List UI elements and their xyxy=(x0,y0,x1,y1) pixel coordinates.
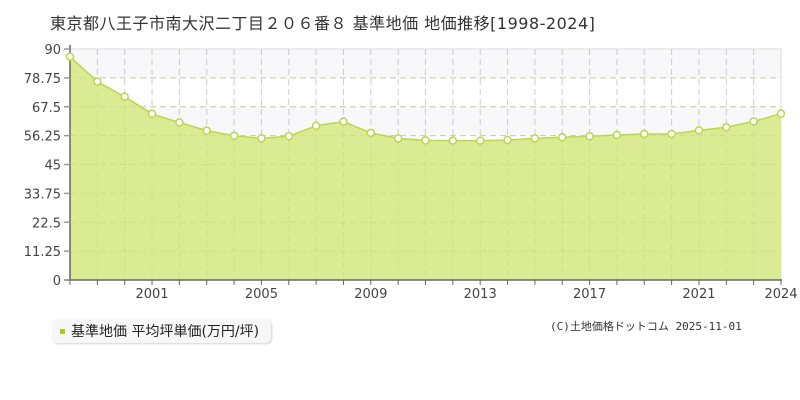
y-tick-label: 45 xyxy=(44,159,61,174)
data-point-marker[interactable] xyxy=(694,126,704,135)
data-point-marker[interactable] xyxy=(722,123,731,132)
data-point-marker[interactable] xyxy=(311,121,321,130)
x-tick-label: 2009 xyxy=(354,287,387,302)
data-point-marker[interactable] xyxy=(120,92,129,101)
legend[interactable]: 基準地価 平均坪単価(万円/坪) xyxy=(52,319,272,343)
y-tick-label: 67.5 xyxy=(32,101,61,116)
x-tick-label: 2021 xyxy=(682,287,715,302)
data-point-marker[interactable] xyxy=(393,134,403,143)
x-tick-label: 2024 xyxy=(764,287,797,302)
y-tick-label: 56.25 xyxy=(24,130,61,145)
data-point-marker[interactable] xyxy=(530,134,540,143)
data-point-marker[interactable] xyxy=(503,135,512,145)
y-tick-label: 22.5 xyxy=(32,216,61,231)
data-point-marker[interactable] xyxy=(175,118,184,127)
data-point-marker[interactable] xyxy=(257,134,266,143)
data-point-marker[interactable] xyxy=(612,130,622,140)
y-tick-label: 33.75 xyxy=(24,187,61,202)
y-tick-label: 0 xyxy=(53,274,61,289)
y-tick-label: 90 xyxy=(44,43,61,58)
chart-title: 東京都八王子市南大沢二丁目２０６番８ 基準地価 地価推移[1998-2024] xyxy=(50,14,596,33)
x-tick-label: 2001 xyxy=(135,287,168,302)
data-point-marker[interactable] xyxy=(229,131,239,141)
data-point-marker[interactable] xyxy=(147,109,157,119)
legend-label: 基準地価 平均坪単価(万円/坪) xyxy=(71,324,260,340)
data-point-marker[interactable] xyxy=(667,129,676,139)
data-point-marker[interactable] xyxy=(366,128,376,138)
x-tick-label: 2005 xyxy=(245,287,278,302)
x-tick-label: 2017 xyxy=(573,287,606,302)
data-point-marker[interactable] xyxy=(749,117,758,126)
data-point-marker[interactable] xyxy=(640,129,649,139)
data-point-marker[interactable] xyxy=(585,132,594,141)
data-point-marker[interactable] xyxy=(557,133,567,142)
data-point-marker[interactable] xyxy=(776,109,786,118)
y-tick-label: 11.25 xyxy=(24,245,61,260)
legend-swatch-icon xyxy=(60,328,65,334)
copyright-credit: (C)土地価格ドットコム 2025-11-01 xyxy=(550,320,742,333)
data-point-marker[interactable] xyxy=(448,136,458,145)
data-point-marker[interactable] xyxy=(339,117,348,126)
data-point-marker[interactable] xyxy=(421,136,430,145)
data-point-marker[interactable] xyxy=(475,136,485,145)
x-tick-label: 2013 xyxy=(464,287,497,302)
data-point-marker[interactable] xyxy=(202,126,211,135)
data-point-marker[interactable] xyxy=(284,132,294,141)
data-point-marker[interactable] xyxy=(93,77,102,86)
y-tick-label: 78.75 xyxy=(24,72,61,87)
data-point-marker[interactable] xyxy=(65,52,75,61)
area-fill xyxy=(70,56,781,281)
